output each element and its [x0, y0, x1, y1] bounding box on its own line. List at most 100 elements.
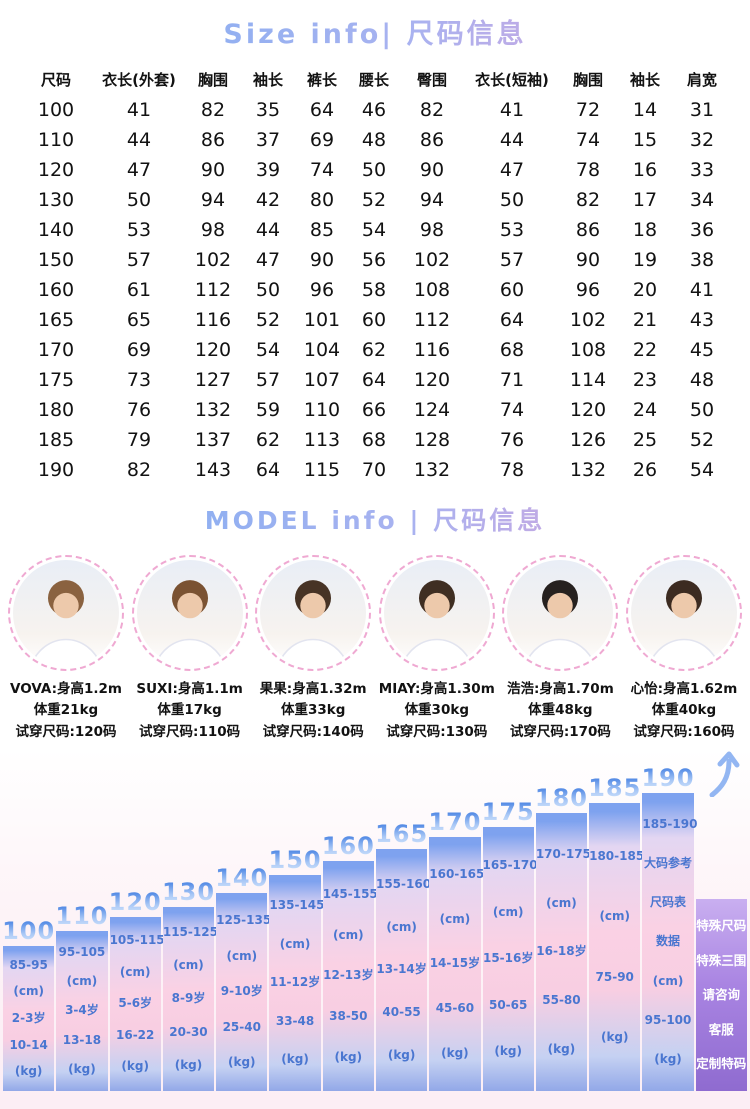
- model-fit-size: 试穿尺码:160码: [633, 723, 735, 740]
- size-cell: 24: [632, 399, 658, 421]
- chart-bar-column: 170 160-165 (cm) 14-15岁 45-60 (kg): [428, 808, 484, 1091]
- bar-size-label: 130: [161, 877, 216, 906]
- size-table-row: 110 44 86 37 69 48 86 44 74 15 32: [19, 125, 731, 155]
- bar-text-line: (cm): [439, 911, 471, 926]
- bar-text-line: 尺码表: [650, 895, 687, 910]
- bar-text-line: 135-145: [269, 898, 325, 913]
- bar-text-line: 115-125: [162, 925, 218, 940]
- bar-size-label: 150: [268, 845, 322, 874]
- model-fit-size: 试穿尺码:130码: [386, 723, 488, 740]
- size-table-row: 100 41 82 35 64 46 82 41 72 14 31: [19, 95, 731, 125]
- child-avatar-icon: [277, 580, 350, 666]
- size-cell: 50: [126, 189, 152, 211]
- model-weight: 体重40kg: [651, 702, 717, 719]
- bar-text-line: (cm): [66, 974, 98, 989]
- size-table: 尺码 衣长(外套) 胸围 袖长 裤长 腰长 臀围 衣长(短袖) 胸围 袖长 肩宽 100 41 82 35…: [19, 63, 731, 485]
- bar: 155-160 (cm) 13-14岁 40-55 (kg): [375, 848, 431, 1091]
- size-cell: 132: [569, 459, 607, 481]
- size-cell: 17: [632, 189, 658, 211]
- bar-text-line: 125-135: [216, 913, 272, 928]
- size-cell: 80: [309, 189, 335, 211]
- size-cell: 68: [499, 339, 525, 361]
- model-name-height: 浩浩:身高1.70m: [506, 681, 614, 697]
- size-cell: 132: [413, 459, 451, 481]
- model-card: SUXI:身高1.1m 体重17kg 试穿尺码:110码: [129, 555, 251, 743]
- bar-text-line: (cm): [173, 958, 204, 973]
- model-photo: [260, 560, 367, 666]
- size-column-header: 裤长: [306, 70, 337, 89]
- size-cell: 16: [632, 159, 658, 181]
- size-column-header: 衣长(短袖): [475, 70, 549, 89]
- bar-text-line: 33-48: [275, 1013, 315, 1028]
- bar-size-label: 110: [55, 901, 109, 930]
- bar-text-line: (kg): [68, 1061, 96, 1076]
- size-cell: 53: [499, 219, 525, 241]
- bar-size-label: 160: [321, 831, 375, 860]
- size-table-row: 120 47 90 39 74 50 90 47 78 16 33: [19, 155, 731, 185]
- size-cell: 74: [309, 159, 335, 181]
- bar-text-line: 170-175: [535, 846, 591, 861]
- size-table-row: 190 82 143 64 115 70 132 78 132 26 54: [19, 455, 731, 485]
- size-cell: 82: [126, 459, 152, 481]
- model-weight: 体重17kg: [157, 702, 222, 719]
- bar-text-line: 85-95: [9, 957, 48, 972]
- size-table-header-row: 尺码 衣长(外套) 胸围 袖长 裤长 腰长 臀围 衣长(短袖) 胸围 袖长 肩宽: [19, 63, 731, 95]
- size-cell: 54: [255, 339, 281, 361]
- model-card: 果果:身高1.32m 体重33kg 试穿尺码:140码: [252, 555, 374, 743]
- bar-text-line: (cm): [13, 984, 44, 999]
- size-cell: 86: [575, 219, 601, 241]
- size-column-header: 衣长(外套): [102, 70, 176, 89]
- size-cell: 58: [361, 279, 387, 301]
- size-cell: 90: [575, 249, 601, 271]
- bar-text-line: (cm): [279, 936, 311, 951]
- model-name-height: SUXI:身高1.1m: [136, 681, 243, 697]
- bar-text-line: 145-155: [322, 886, 378, 901]
- size-cell: 38: [689, 249, 715, 271]
- size-cell: 69: [309, 129, 335, 151]
- bar-text-line: 25-40: [222, 1019, 261, 1034]
- size-cell: 41: [126, 99, 152, 121]
- bar-text-line: 50-65: [488, 997, 528, 1012]
- model-name-height: VOVA:身高1.2m: [10, 681, 122, 697]
- size-cell: 94: [419, 189, 445, 211]
- bar-text-line: (kg): [334, 1050, 363, 1065]
- size-cell: 44: [499, 129, 525, 151]
- size-cell: 190: [37, 459, 75, 481]
- bar-text-line: (cm): [599, 909, 631, 924]
- bar-text-line: 11-12岁: [269, 975, 321, 990]
- model-photo: [507, 560, 614, 666]
- bar-text-line: (cm): [226, 948, 258, 963]
- size-cell: 56: [361, 249, 387, 271]
- size-cell: 47: [255, 249, 281, 271]
- size-cell: 22: [632, 339, 658, 361]
- bar-text-line: 185-190: [642, 817, 698, 832]
- size-cell: 59: [255, 399, 281, 421]
- size-cell: 45: [689, 339, 715, 361]
- size-cell: 15: [632, 129, 658, 151]
- size-cell: 34: [689, 189, 715, 211]
- bar-text-line: 95-105: [58, 945, 106, 960]
- bar: 160-165 (cm) 14-15岁 45-60 (kg): [429, 836, 484, 1091]
- bar-text-line: 2-3岁: [11, 1010, 46, 1025]
- bar: 180-185 (cm) 75-90 (kg): [589, 802, 644, 1091]
- size-cell: 72: [575, 99, 601, 121]
- size-cell: 82: [419, 99, 445, 121]
- bar-text-line: 20-30: [169, 1024, 208, 1039]
- size-table-row: 160 61 112 50 96 58 108 60 96 20 41: [19, 275, 731, 305]
- bar-text-line: (cm): [546, 895, 577, 910]
- size-cell: 64: [309, 99, 335, 121]
- size-cell: 20: [632, 279, 658, 301]
- size-cell: 165: [37, 309, 75, 331]
- bar-size-label: 165: [375, 819, 429, 848]
- size-cell: 41: [689, 279, 715, 301]
- model-card: 浩浩:身高1.70m 体重48kg 试穿尺码:170码: [499, 555, 621, 743]
- size-cell: 137: [194, 429, 232, 451]
- size-cell: 61: [126, 279, 152, 301]
- bar-text-line: (kg): [387, 1048, 416, 1063]
- size-cell: 115: [303, 459, 341, 481]
- size-cell: 41: [499, 99, 525, 121]
- model-photo-ring: [625, 555, 742, 671]
- bar: 165-170 (cm) 15-16岁 50-65 (kg): [482, 826, 538, 1091]
- size-cell: 175: [37, 369, 75, 391]
- size-cell: 170: [37, 339, 75, 361]
